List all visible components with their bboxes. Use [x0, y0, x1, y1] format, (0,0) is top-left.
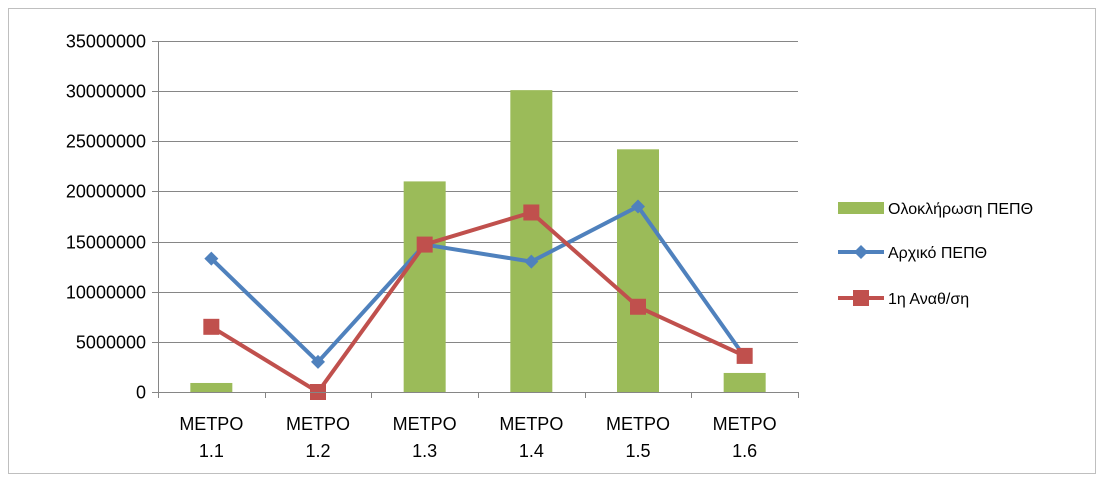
data-point — [631, 199, 645, 214]
data-point — [853, 290, 869, 306]
bar — [190, 382, 233, 392]
bar — [617, 149, 659, 392]
data-point — [524, 254, 539, 269]
data-point — [204, 251, 219, 266]
x-tick-label: ΜΕΤΡΟ — [606, 414, 670, 434]
line-series — [203, 199, 753, 400]
data-point — [630, 298, 646, 315]
data-point — [854, 245, 868, 259]
x-tick-label: 1.4 — [519, 441, 544, 461]
legend-swatch — [838, 202, 884, 214]
y-tick-label: 25000000 — [66, 132, 146, 152]
y-tick-label: 5000000 — [76, 333, 146, 353]
y-tick-label: 30000000 — [66, 82, 146, 102]
bar — [403, 181, 446, 392]
bar — [510, 90, 553, 392]
x-tick-label: 1.2 — [305, 441, 330, 461]
y-tick-label: 0 — [136, 383, 146, 403]
y-tick-label: 35000000 — [66, 32, 146, 52]
data-point — [311, 354, 325, 369]
x-tick-label: ΜΕΤΡΟ — [393, 414, 457, 434]
x-tick-label: ΜΕΤΡΟ — [713, 414, 777, 434]
bar — [723, 372, 766, 392]
x-tick-label: 1.1 — [199, 441, 224, 461]
x-tick-label: ΜΕΤΡΟ — [499, 414, 563, 434]
legend: Ολοκλήρωση ΠΕΠΘ Αρχικό ΠΕΠΘ 1η Αναθ/ση — [838, 201, 1033, 308]
axes — [152, 41, 799, 398]
data-point — [203, 318, 220, 335]
bar-series — [190, 90, 766, 392]
x-tick-label: ΜΕΤΡΟ — [286, 414, 350, 434]
x-tick-labels: ΜΕΤΡΟ 1.1 ΜΕΤΡΟ 1.2 ΜΕΤΡΟ 1.3 ΜΕΤΡΟ 1.4 ΜΕΤΡΟ 1.5… — [179, 414, 776, 461]
gridlines — [158, 41, 798, 343]
series-line — [209, 204, 747, 364]
data-point — [416, 236, 433, 253]
y-tick-labels: 0 5000000 10000000 15000000 20000000 25000000… — [66, 32, 146, 403]
y-tick-label: 20000000 — [66, 182, 146, 202]
x-tick-label: 1.3 — [412, 441, 437, 461]
x-tick-label: 1.6 — [732, 441, 757, 461]
y-tick-label: 15000000 — [66, 233, 146, 253]
legend-label: 1η Αναθ/ση — [888, 291, 969, 308]
data-point — [523, 204, 540, 221]
legend-label: Αρχικό ΠΕΠΘ — [888, 245, 987, 262]
y-tick-label: 10000000 — [66, 283, 146, 303]
x-tick-label: 1.5 — [625, 441, 650, 461]
legend-label: Ολοκλήρωση ΠΕΠΘ — [888, 201, 1033, 218]
series-line — [210, 210, 746, 394]
x-tick-label: ΜΕΤΡΟ — [179, 414, 243, 434]
data-point — [736, 347, 753, 364]
